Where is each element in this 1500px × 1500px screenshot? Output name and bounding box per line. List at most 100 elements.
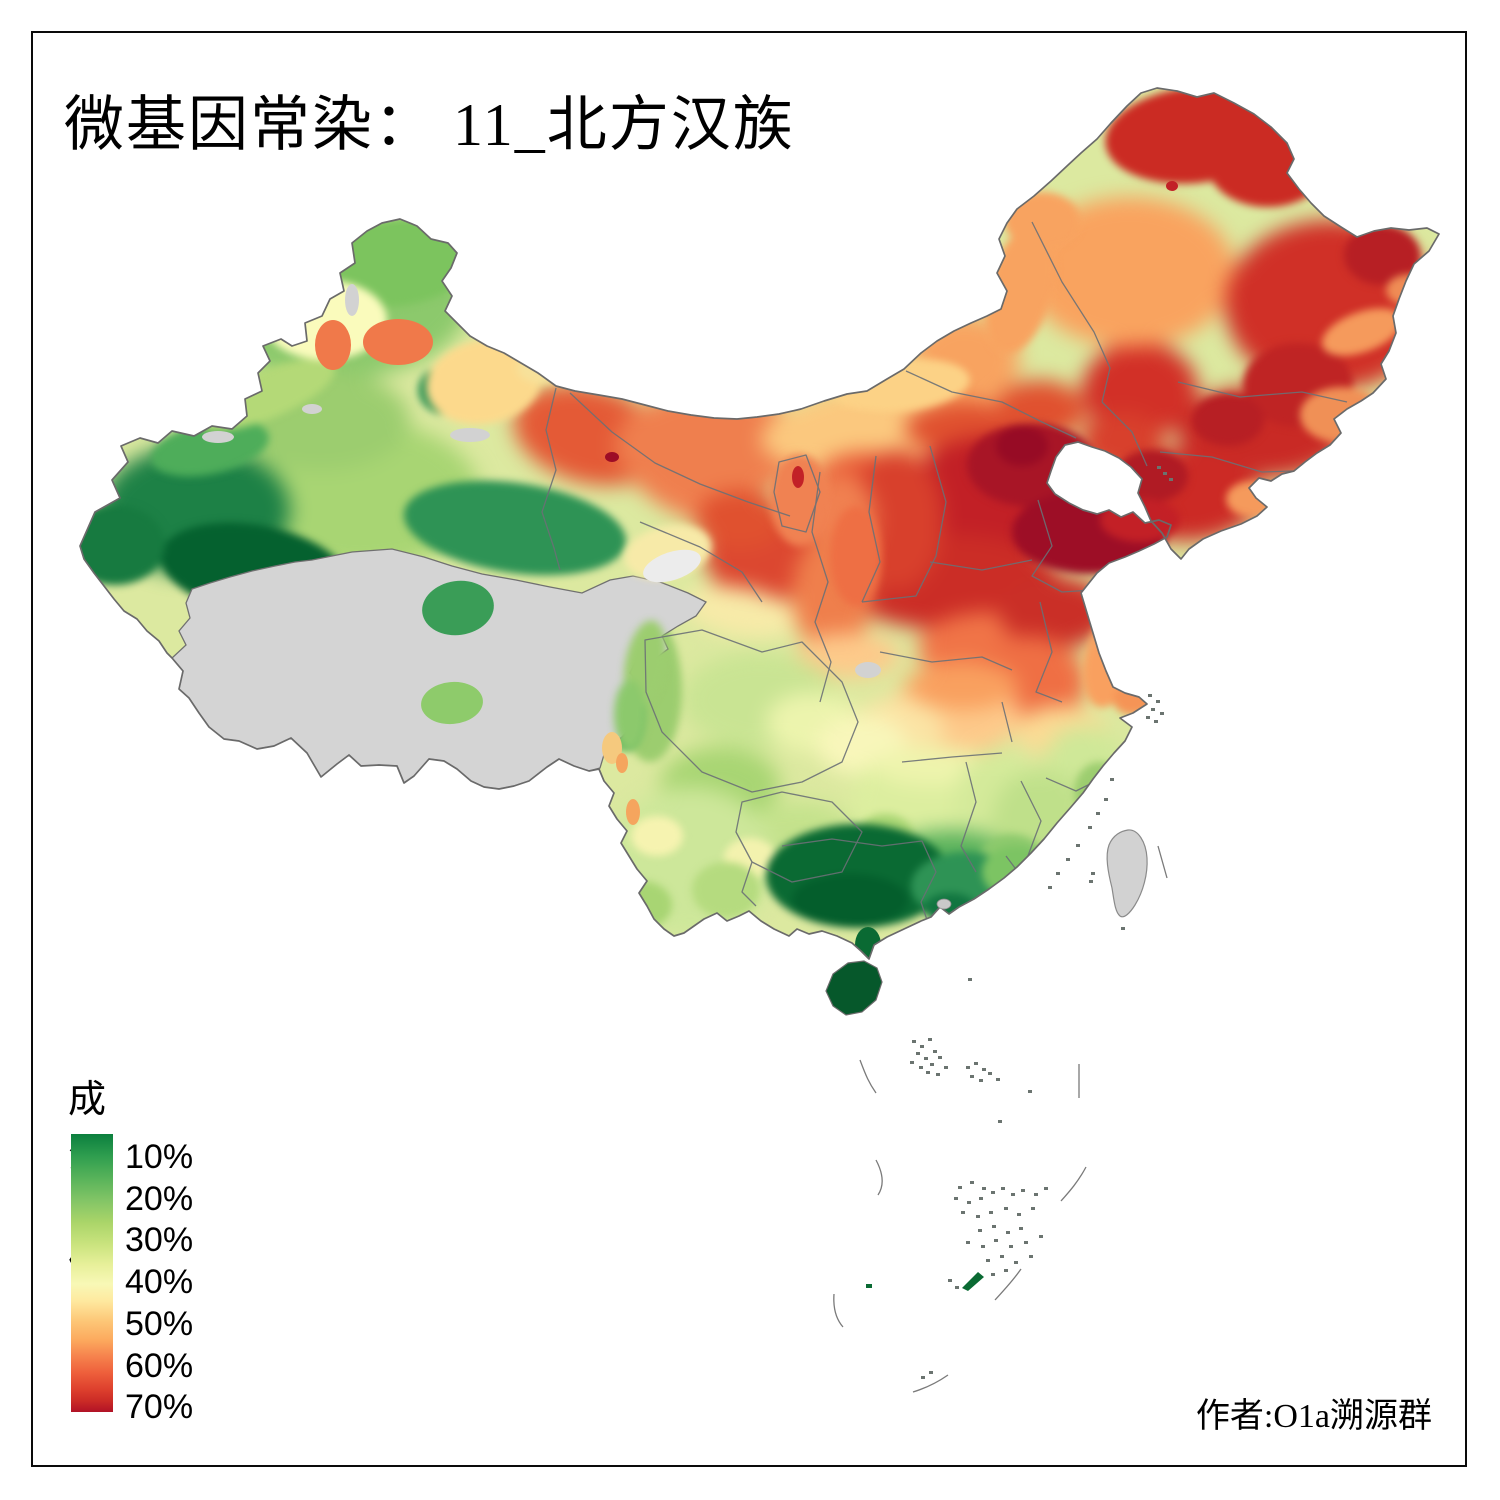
legend-tick-label: 40% [125, 1263, 194, 1302]
region-mohe-east-red [1208, 123, 1328, 207]
green-islet-speck [866, 1284, 872, 1288]
region-xinjiang-seagreen-band [403, 480, 627, 576]
sea-islet-speck [1014, 1261, 1018, 1264]
sea-islet-speck [966, 1066, 970, 1069]
sea-islet-speck [1096, 812, 1100, 815]
legend-gradient-bar [71, 1134, 113, 1412]
legend-tick-label: 60% [125, 1346, 194, 1385]
lake [302, 404, 322, 414]
qinghai-lake [643, 549, 701, 583]
sea-islet-speck [1157, 466, 1161, 469]
legend-tick-label: 20% [125, 1179, 194, 1218]
legend-tick-label: 10% [125, 1138, 194, 1176]
sea-islet-speck [933, 1050, 937, 1053]
sea-boundary-dash [1157, 845, 1168, 879]
sea-islet-speck [1056, 872, 1060, 875]
sea-islet-speck [996, 1078, 1000, 1081]
sea-islet-speck [1169, 478, 1173, 481]
region-xinjiang-hami-tan [426, 339, 542, 425]
sea-islet-speck [978, 1229, 982, 1232]
sea-boundary-dash [912, 1374, 949, 1393]
sea-islet-speck [936, 1073, 940, 1076]
sea-islet-speck [1066, 858, 1070, 861]
sea-islet-speck [1091, 872, 1095, 875]
sea-islet-speck [1076, 844, 1080, 847]
region-gannan-pale-band [682, 586, 798, 638]
region-heilongjiang-orange-p1 [1321, 308, 1403, 356]
sea-islet-speck [1019, 1227, 1023, 1230]
overlay-region-blobs-sharp [421, 580, 622, 764]
sea-islet-speck [991, 1191, 995, 1194]
region-tibet-green-blob [422, 580, 494, 636]
region-dandong-orange [1226, 481, 1278, 517]
sea-islet-speck [994, 1239, 998, 1242]
sea-islet-speck [967, 1201, 971, 1204]
sea-islet-speck [1004, 1269, 1008, 1272]
green-islet [962, 1272, 984, 1291]
spot-yunnan-orange-spot-1 [616, 753, 628, 773]
sea-islet-speck [919, 1066, 923, 1069]
sea-islet-speck [1004, 1207, 1008, 1210]
sea-boundary-dash [1060, 1166, 1087, 1202]
region-guangdong-east-green [982, 846, 1050, 898]
sea-islet-speck [1000, 1255, 1004, 1258]
sea-islet-speck [1039, 1235, 1043, 1238]
sea-islet-speck [991, 1273, 995, 1276]
region-heilongjiang-orange [1025, 197, 1235, 347]
sea-islet-speck [1110, 778, 1114, 781]
sea-islet-speck [982, 1187, 986, 1190]
sea-boundary-dash [859, 1059, 877, 1094]
sea-islet-speck [1021, 1189, 1025, 1192]
sea-islet-speck [979, 1079, 983, 1082]
region-heilongjiang-dark-1 [1344, 225, 1420, 285]
region-pearl-delta-green [924, 893, 976, 923]
sea-islet-speck [1104, 798, 1108, 801]
region-neimeng-arm-top [1004, 192, 1080, 248]
region-tibet-lightgreen-blob [421, 681, 483, 725]
taiwan-island [1106, 829, 1148, 918]
sea-islet-speck [961, 1211, 965, 1214]
sea-islet-speck [1151, 708, 1155, 711]
region-beijing-darkest [996, 426, 1048, 466]
sea-islet-speck [944, 1066, 948, 1069]
spot-jiayuguan-dark-spot [605, 452, 619, 462]
legend-tick-label: 50% [125, 1304, 194, 1343]
sea-islet-speck [1031, 1207, 1035, 1210]
sea-islet-speck [1009, 1245, 1013, 1248]
hong-kong-no-data [936, 898, 952, 910]
lakes [202, 284, 881, 678]
lake [450, 428, 490, 442]
sea-islet-speck [954, 1197, 958, 1200]
sea-islet-speck [1028, 1090, 1032, 1093]
region-lanzhou-area [695, 490, 785, 550]
sea-islet-speck [1148, 694, 1152, 697]
sea-islet-speck [1024, 1241, 1028, 1244]
sea-islet-speck [1160, 712, 1164, 715]
spot-heilongjiang-red-dot [1166, 181, 1178, 191]
sea-islet-speck [1089, 880, 1093, 883]
sea-islet-speck [982, 1068, 986, 1071]
sea-islet-speck [1146, 716, 1150, 719]
lake [855, 662, 881, 678]
sea-islet-speck [924, 1057, 928, 1060]
spot-yunnan-orange-spot-2 [626, 799, 640, 825]
sea-islet-speck [910, 1061, 914, 1064]
sea-islet-speck [1006, 1231, 1010, 1234]
sea-islet-speck [1001, 1187, 1005, 1190]
sea-islet-speck [970, 1181, 974, 1184]
region-yunnan-green-2 [692, 862, 760, 918]
sea-islet-speck [1121, 927, 1125, 930]
sea-islet-speck [1163, 472, 1167, 475]
region-hubei-north-orange [906, 662, 1018, 710]
sea-islet-speck [1088, 826, 1092, 829]
sea-islet-speck [979, 1197, 983, 1200]
region-yanbian-orange [1300, 387, 1384, 443]
mainland-fill-group [80, 88, 1439, 959]
legend-tick-label: 30% [125, 1221, 194, 1260]
sea-islet-speck [955, 1286, 959, 1289]
region-shanxi-west-orange [830, 506, 882, 606]
sea-islet-speck [929, 1371, 933, 1374]
sea-islet-speck [970, 1075, 974, 1078]
sea-boundary-dash [875, 1159, 883, 1196]
